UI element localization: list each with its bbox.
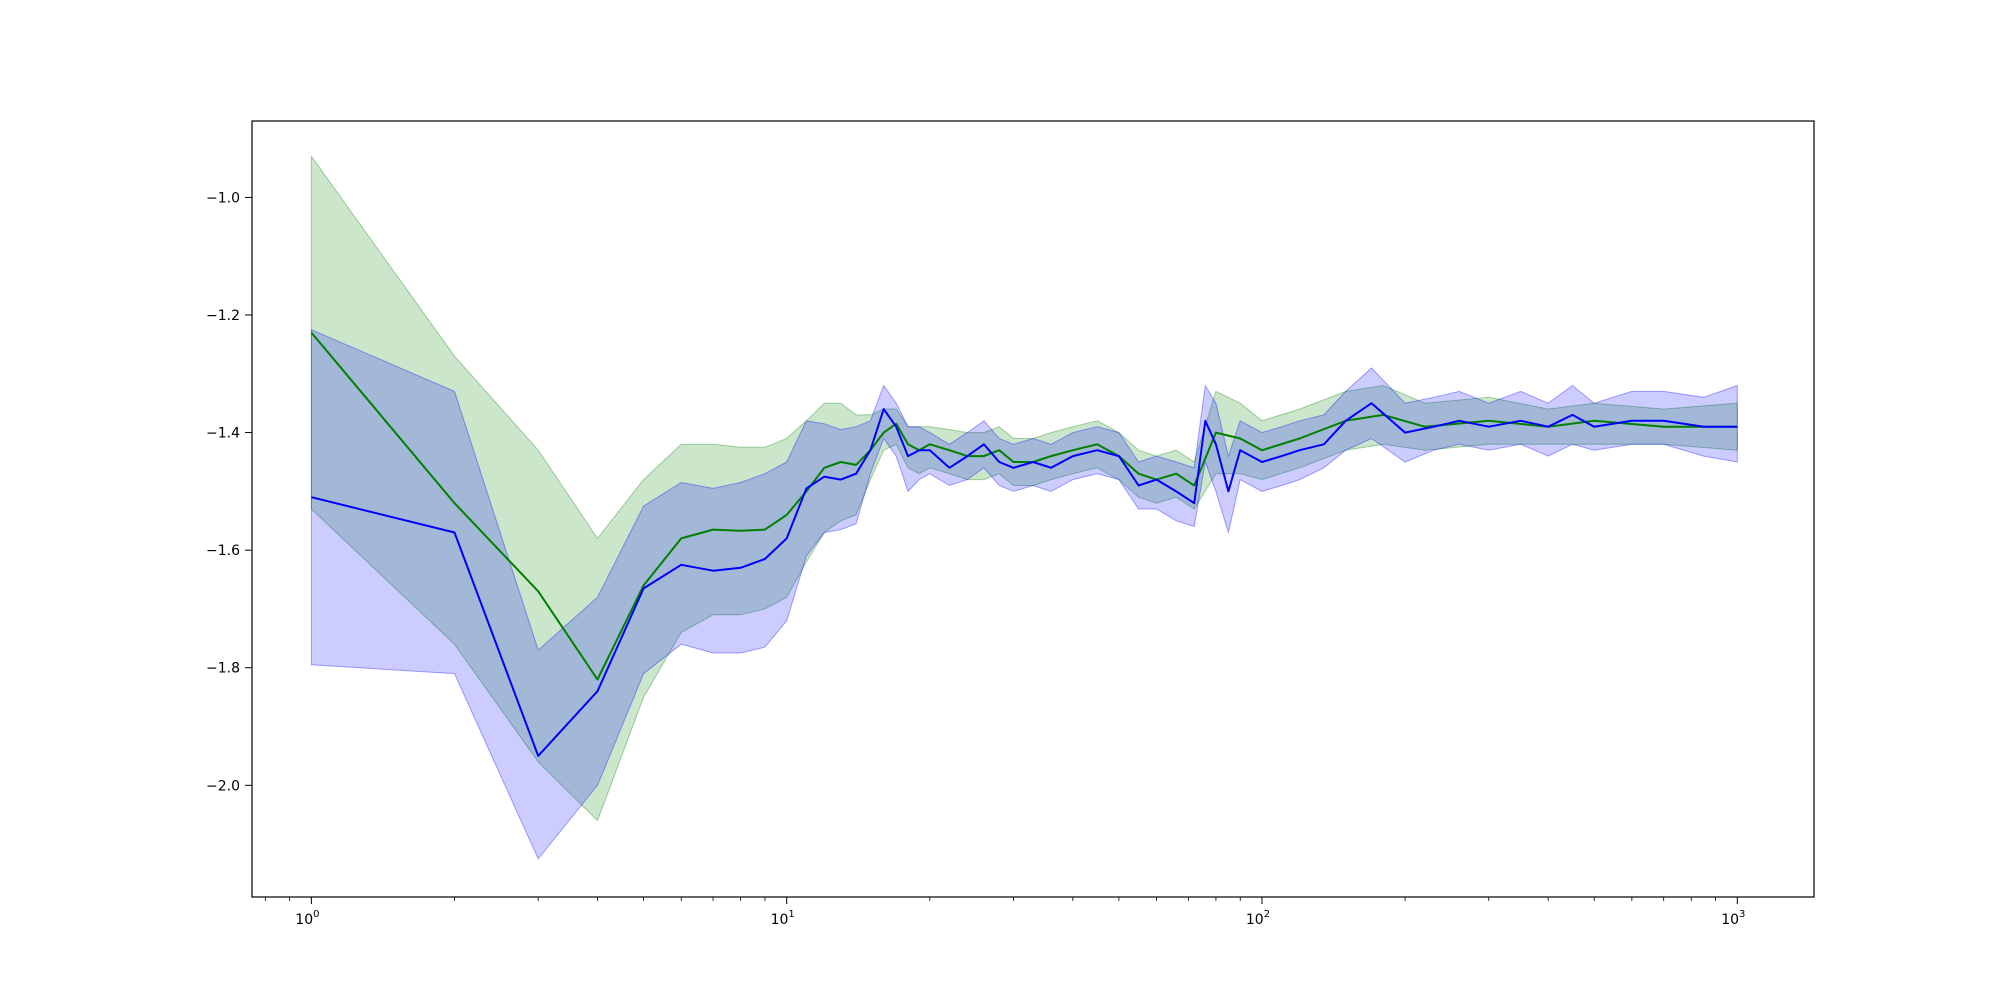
y-tick-label: −1.0 xyxy=(206,190,240,206)
series-1-band xyxy=(310,154,1738,822)
confidence-bands xyxy=(310,154,1738,860)
series-2-band xyxy=(310,328,1738,860)
y-tick-label: −1.2 xyxy=(206,308,240,324)
series-lines xyxy=(310,331,1738,757)
y-axis: −1.0 −1.2 −1.4 −1.6 −1.8 −2.0 xyxy=(206,190,252,794)
series-2-line xyxy=(311,402,1738,757)
y-tick-label: −2.0 xyxy=(206,778,240,794)
y-tick-label: −1.8 xyxy=(206,661,240,677)
y-tick-label: −1.4 xyxy=(206,426,240,442)
plot-frame xyxy=(251,120,1815,898)
y-tick-label: −1.6 xyxy=(206,543,240,559)
